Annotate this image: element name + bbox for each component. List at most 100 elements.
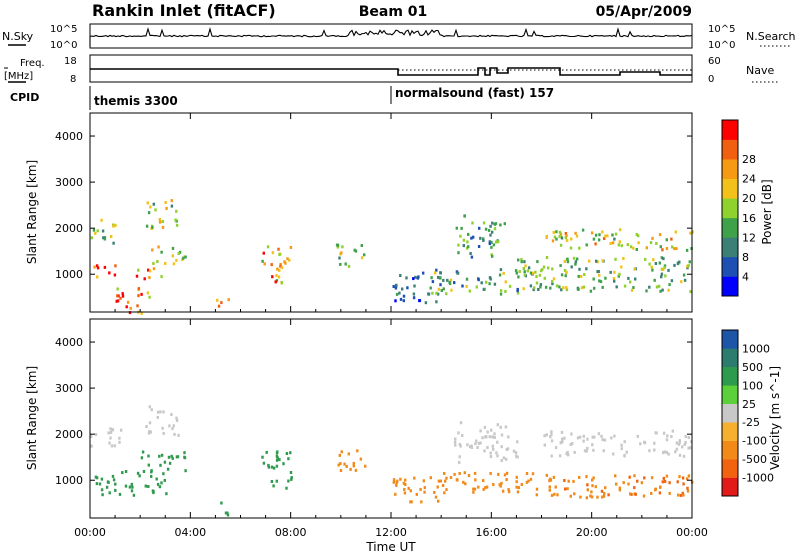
scatter-cell-437 xyxy=(634,492,637,496)
scatter-cell-87 xyxy=(172,424,175,428)
scatter-cell-387 xyxy=(564,274,567,278)
scatter-cell-288 xyxy=(517,258,520,262)
scatter-cell-459 xyxy=(558,230,562,234)
scatter-cell-454 xyxy=(611,233,614,237)
scatter-cell-28 xyxy=(125,305,128,309)
scatter-cell-103 xyxy=(280,281,283,285)
scatter-cell-323 xyxy=(601,285,604,289)
scatter-cell-320 xyxy=(682,454,686,458)
scatter-cell-91 xyxy=(216,298,219,302)
scatter-cell-366 xyxy=(583,449,587,453)
scatter-cell-365 xyxy=(623,284,627,288)
scatter-cell-138 xyxy=(343,462,346,466)
ytick-label-1: 2000 xyxy=(55,428,83,441)
scatter-cell-418 xyxy=(691,230,694,234)
scatter-cell-222 xyxy=(465,277,469,281)
scatter-cell-353 xyxy=(615,285,618,289)
scatter-cell-254 xyxy=(454,443,457,447)
scatter-cell-405 xyxy=(686,477,689,481)
scatter-cell-364 xyxy=(663,450,666,454)
scatter-cell-126 xyxy=(272,466,276,470)
scatter-cell-184 xyxy=(508,284,512,288)
scatter-cell-339 xyxy=(636,434,639,438)
scatter-cell-196 xyxy=(507,490,511,494)
scatter-cell-246 xyxy=(499,223,502,227)
scatter-cell-438 xyxy=(591,478,594,482)
scatter-cell-26 xyxy=(136,304,139,308)
colorbar-tick-4: 20 xyxy=(742,192,756,205)
scatter-cell-114 xyxy=(284,261,287,265)
scatter-cell-288 xyxy=(561,437,564,441)
scatter-cell-46 xyxy=(143,277,146,281)
scatter-cell-75 xyxy=(151,225,154,229)
scatter-cell-181 xyxy=(533,286,536,290)
scatter-cell-399 xyxy=(563,260,566,263)
ytick-label-0: 1000 xyxy=(55,268,83,281)
scatter-cell-254 xyxy=(490,240,493,244)
scatter-cell-423 xyxy=(661,480,664,484)
scatter-cell-423 xyxy=(551,239,555,243)
station-title: Rankin Inlet (fitACF) xyxy=(92,1,276,20)
scatter-cell-62 xyxy=(170,454,173,458)
scatter-cell-131 xyxy=(349,467,352,471)
scatter-cell-228 xyxy=(468,289,471,293)
scatter-cell-262 xyxy=(453,440,457,444)
scatter-cell-338 xyxy=(571,442,574,445)
scatter-cell-18 xyxy=(94,231,97,235)
scatter-cell-336 xyxy=(690,440,693,444)
scatter-cell-228 xyxy=(500,433,504,437)
scatter-cell-312 xyxy=(566,260,570,264)
scatter-cell-351 xyxy=(687,446,690,450)
scatter-cell-294 xyxy=(678,440,681,444)
scatter-cell-50 xyxy=(152,267,156,271)
scatter-cell-274 xyxy=(466,240,469,244)
scatter-cell-47 xyxy=(130,482,133,486)
scatter-cell-302 xyxy=(613,434,616,438)
scatter-cell-394 xyxy=(663,479,667,483)
scatter-cell-32 xyxy=(119,296,122,300)
scatter-cell-90 xyxy=(148,421,152,425)
scatter-cell-208 xyxy=(433,271,437,275)
scatter-cell-37 xyxy=(131,485,134,489)
scatter-cell-407 xyxy=(643,476,646,480)
scatter-cell-68 xyxy=(184,469,187,473)
colorbar-swatch-5 xyxy=(722,178,738,199)
scatter-cell-286 xyxy=(550,430,553,434)
scatter-cell-235 xyxy=(493,227,497,231)
scatter-cell-166 xyxy=(424,301,428,305)
scatter-cell-93 xyxy=(262,251,265,255)
scatter-cell-265 xyxy=(482,237,485,241)
scatter-cell-416 xyxy=(633,474,636,478)
scatter-cell-385 xyxy=(676,262,680,266)
scatter-cell-457 xyxy=(689,231,692,235)
scatter-cell-85 xyxy=(175,223,179,227)
scatter-cell-136 xyxy=(394,286,398,290)
scatter-cell-408 xyxy=(591,484,594,488)
scatter-cell-203 xyxy=(477,278,480,282)
scatter-cell-161 xyxy=(392,478,396,482)
scatter-cell-246 xyxy=(490,428,493,432)
scatter-cell-349 xyxy=(542,265,546,269)
scatter-cell-129 xyxy=(338,453,341,457)
scatter-cell-108 xyxy=(286,257,289,261)
scatter-cell-438 xyxy=(614,232,618,236)
scatter-cell-264 xyxy=(489,233,492,237)
scatter-cell-73 xyxy=(158,218,161,221)
scatter-cell-357 xyxy=(550,439,554,443)
scatter-cell-407 xyxy=(649,241,653,245)
scatter-cell-166 xyxy=(439,479,442,483)
scatter-cell-75 xyxy=(163,460,167,464)
scatter-cell-332 xyxy=(683,278,687,282)
scatter-cell-173 xyxy=(482,487,485,491)
scatter-cell-422 xyxy=(586,483,589,487)
scatter-cell-208 xyxy=(515,480,518,484)
scatter-cell-86 xyxy=(177,433,180,437)
scatter-cell-260 xyxy=(470,236,473,240)
scatter-cell-99 xyxy=(279,264,282,268)
scatter-cell-96 xyxy=(170,413,173,416)
scatter-cell-155 xyxy=(410,500,413,504)
scatter-cell-97 xyxy=(266,245,270,249)
scatter-cell-296 xyxy=(582,285,586,289)
colorbar-tick-4: -25 xyxy=(742,416,760,429)
